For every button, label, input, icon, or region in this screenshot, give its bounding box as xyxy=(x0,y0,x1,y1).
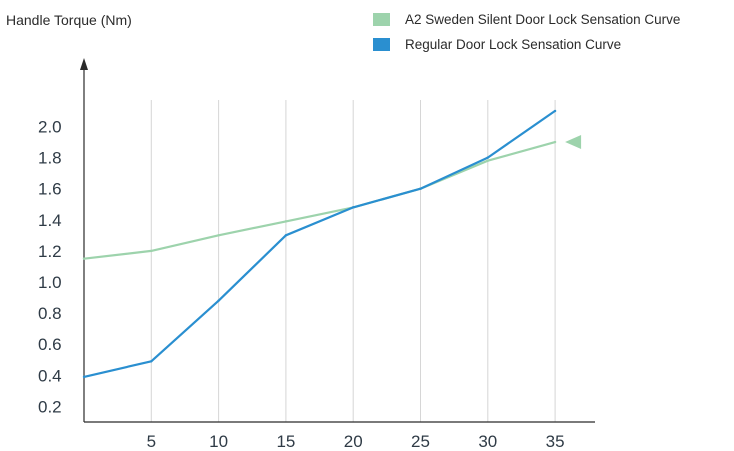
y-tick-label-0-2: 0.2 xyxy=(38,397,62,416)
x-tick-label-15: 15 xyxy=(276,432,295,451)
x-tick-label-10: 10 xyxy=(209,432,228,451)
y-tick-label-1-2: 1.2 xyxy=(38,242,62,261)
y-tick-label-2-0: 2.0 xyxy=(38,118,62,137)
point-regular-lock-35 xyxy=(553,109,557,113)
point-regular-lock-30 xyxy=(486,156,489,159)
x-tick-label-35: 35 xyxy=(546,432,565,451)
y-tick-label-0-4: 0.4 xyxy=(38,366,62,385)
y-tick-label-1-8: 1.8 xyxy=(38,149,62,168)
legend-item-silent-lock: A2 Sweden Silent Door Lock Sensation Cur… xyxy=(373,12,680,27)
point-regular-lock-20 xyxy=(352,206,355,209)
x-tick-label-5: 5 xyxy=(147,432,156,451)
point-silent-lock-30 xyxy=(486,159,489,162)
legend-swatch-silent-lock xyxy=(373,13,390,26)
legend-label-silent-lock: A2 Sweden Silent Door Lock Sensation Cur… xyxy=(405,12,681,27)
point-regular-lock-10 xyxy=(217,299,220,302)
x-tick-label-30: 30 xyxy=(478,432,497,451)
x-tick-label-25: 25 xyxy=(411,432,430,451)
point-regular-lock-5 xyxy=(150,360,153,363)
legend-item-regular-lock: Regular Door Lock Sensation Curve xyxy=(373,37,621,52)
y-tick-label-1-4: 1.4 xyxy=(38,211,62,230)
y-tick-label-1-0: 1.0 xyxy=(38,273,62,292)
y-tick-label-1-6: 1.6 xyxy=(38,180,62,199)
point-silent-lock-0 xyxy=(82,257,86,260)
point-regular-lock-15 xyxy=(284,234,288,237)
legend-swatch-regular-lock xyxy=(373,38,390,51)
point-regular-lock-25 xyxy=(419,187,422,190)
series-line-silent-lock xyxy=(83,141,556,260)
point-silent-lock-10 xyxy=(217,234,220,237)
y-axis-label: Handle Torque (Nm) xyxy=(6,12,132,28)
y-tick-label-0-6: 0.6 xyxy=(38,335,62,354)
y-tick-label-0-8: 0.8 xyxy=(38,304,62,323)
x-tick-label-20: 20 xyxy=(344,432,363,451)
point-silent-lock-15 xyxy=(284,220,288,223)
legend-label-regular-lock: Regular Door Lock Sensation Curve xyxy=(405,37,622,52)
point-silent-lock-35 xyxy=(553,140,557,144)
silent-curve-end-marker-icon xyxy=(565,135,582,150)
series-line-regular-lock xyxy=(83,109,556,378)
y-axis-arrow-icon xyxy=(80,58,88,70)
point-regular-lock-0 xyxy=(82,375,86,379)
point-silent-lock-5 xyxy=(150,249,153,253)
